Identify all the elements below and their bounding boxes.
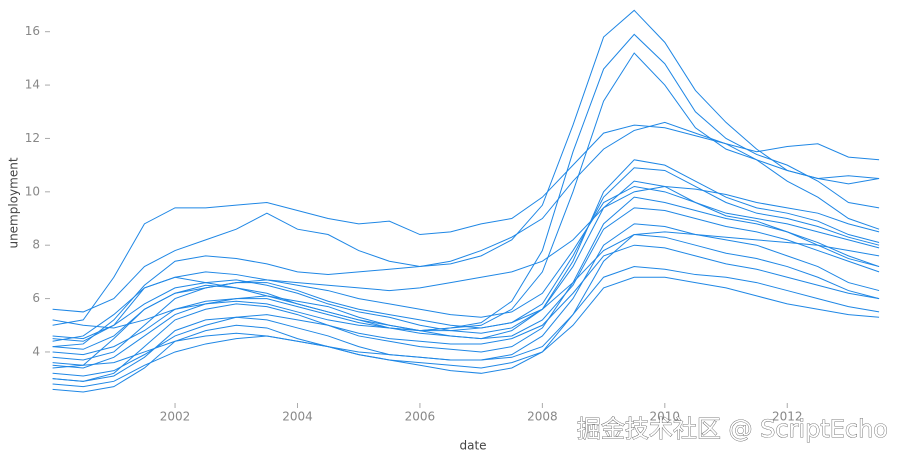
series-line [52,159,880,340]
series-line [52,121,880,313]
series-line [52,167,880,361]
series-line [52,276,880,388]
y-tick-label: 10 [25,184,40,198]
x-tick-label: 2012 [772,410,803,424]
y-tick-label: 16 [25,24,40,38]
series-line [52,185,880,350]
series-line [52,266,880,366]
series-line [52,244,880,377]
watermark: 掘金技术社区 @ ScriptEcho [577,415,888,443]
series-line [52,223,880,382]
x-tick-label: 2010 [650,410,681,424]
x-tick-label: 2002 [160,410,191,424]
series-line [52,33,880,342]
series-line [52,234,880,393]
y-tick-label: 14 [25,78,40,92]
y-tick-label: 6 [32,291,40,305]
y-axis-title: unemployment [7,157,21,248]
series-line [52,207,880,356]
y-tick-label: 12 [25,131,40,145]
y-tick-label: 4 [32,344,40,358]
series-line [52,196,880,382]
series-line [52,185,880,342]
y-tick-label: 8 [32,238,40,252]
x-tick-label: 2008 [527,410,558,424]
series-line [52,231,880,332]
series-line [52,9,880,348]
series-line [52,52,880,369]
x-axis-title: date [459,439,486,453]
x-tick-label: 2004 [282,410,313,424]
series-line [52,124,880,326]
x-tick-label: 2006 [405,410,436,424]
series-line [52,180,880,369]
